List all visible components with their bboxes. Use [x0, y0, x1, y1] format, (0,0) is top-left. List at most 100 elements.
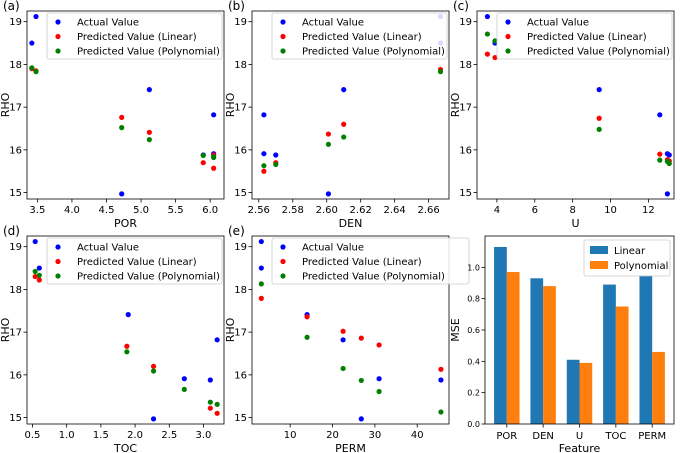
- y-tick-label: 17: [459, 103, 472, 114]
- y-axis-label: RHO: [0, 92, 12, 117]
- point-polynomial: [258, 281, 264, 287]
- y-tick-label: 1.0: [467, 263, 480, 272]
- x-tick-label: 0.5: [25, 430, 41, 441]
- x-tick-label: 40: [411, 430, 424, 441]
- bar-polynomial-den: [543, 286, 556, 424]
- y-tick-label: 0.0: [467, 420, 480, 429]
- y-tick-label: 0.8: [467, 295, 480, 304]
- point-polynomial: [32, 268, 38, 275]
- x-tick-label: 30: [368, 430, 381, 441]
- point-linear: [32, 273, 38, 280]
- x-tick-label: 10: [284, 430, 297, 441]
- y-tick-label: 0.2: [467, 389, 480, 398]
- panel-label: (c): [453, 0, 469, 13]
- legend-marker: [280, 258, 286, 265]
- point-linear: [596, 115, 602, 121]
- legend-label: Actual Value: [302, 243, 364, 254]
- point-linear: [211, 165, 217, 171]
- y-tick-label: 16: [9, 145, 22, 156]
- point-actual: [666, 152, 672, 158]
- legend-label: Predicted Value (Polynomial): [302, 272, 445, 283]
- point-polynomial: [273, 161, 279, 167]
- category-label: U: [576, 431, 583, 442]
- point-linear: [358, 335, 364, 341]
- y-axis-label: RHO: [224, 317, 237, 342]
- category-label: DEN: [532, 431, 554, 442]
- y-tick-label: 15: [234, 413, 247, 424]
- panel-d-toc-scatter: (d) 0.5 1.0 1.5 2.0 2.5 3.0 15 16 17 18 19 TOC RHO Act…: [0, 224, 225, 453]
- legend-marker: [280, 244, 286, 250]
- y-tick-label: 19: [234, 17, 247, 28]
- point-linear: [438, 366, 444, 372]
- point-polynomial: [207, 399, 213, 405]
- y-axis-label: RHO: [224, 92, 237, 117]
- y-tick-label: 15: [234, 188, 247, 199]
- point-polynomial: [437, 69, 444, 75]
- y-tick-label: 16: [459, 145, 472, 156]
- plot-frame: [484, 235, 675, 425]
- y-axis-label: MSE: [449, 318, 462, 341]
- legend-marker: [55, 19, 61, 25]
- x-tick-label: 2.64: [384, 205, 406, 216]
- y-tick-label: 18: [234, 60, 247, 71]
- legend-box: [46, 12, 223, 60]
- legend-marker: [505, 48, 511, 54]
- y-tick-label: 19: [234, 242, 247, 253]
- point-actual: [358, 416, 364, 422]
- point-actual: [125, 312, 131, 318]
- panel-f-mse-bar-chart: POR DEN U TOC PERM 0.0 0.2 0.4 0.6 0.8 1.0 Feature M…: [449, 235, 675, 453]
- x-tick-label: 2.5: [161, 430, 177, 441]
- legend-label: Actual Value: [527, 18, 589, 29]
- legend-marker: [55, 244, 61, 250]
- y-axis-label: RHO: [449, 92, 462, 117]
- y-tick-label: 18: [9, 285, 22, 296]
- legend-label: Actual Value: [77, 18, 139, 29]
- legend-label: Predicted Value (Polynomial): [527, 47, 670, 58]
- point-actual: [36, 265, 42, 271]
- legend-label: Predicted Value (Linear): [77, 32, 197, 43]
- y-tick-label: 19: [9, 17, 22, 28]
- y-tick-label: 18: [459, 60, 472, 71]
- point-actual: [340, 337, 346, 343]
- y-tick-label: 16: [9, 370, 22, 381]
- y-tick-label: 0.6: [467, 326, 480, 335]
- legend-label: Predicted Value (Polynomial): [77, 47, 220, 58]
- point-actual: [146, 87, 152, 93]
- x-axis-label: DEN: [339, 217, 363, 230]
- point-linear: [258, 295, 264, 301]
- point-linear: [207, 405, 213, 411]
- category-label: PERM: [638, 431, 666, 442]
- legend-box: [46, 237, 223, 285]
- x-tick-label: 2.60: [316, 205, 338, 216]
- legend: Actual Value Predicted Value (Linear) Pred…: [271, 12, 448, 60]
- point-linear: [484, 51, 491, 57]
- category-label: TOC: [604, 431, 626, 442]
- point-actual: [664, 191, 670, 197]
- point-polynomial: [492, 38, 498, 44]
- x-tick-label: 12: [642, 205, 655, 216]
- point-linear: [492, 54, 498, 61]
- point-polynomial: [261, 163, 267, 169]
- legend-box: [271, 12, 448, 60]
- point-polynomial: [124, 349, 130, 355]
- point-linear: [341, 121, 347, 127]
- point-linear: [325, 131, 332, 137]
- point-polynomial: [119, 125, 125, 131]
- point-actual: [214, 337, 220, 343]
- x-tick-label: 4.0: [64, 205, 80, 216]
- point-actual: [325, 191, 332, 197]
- point-polynomial: [657, 157, 663, 163]
- panel-b-den-scatter: (b) 2.56 2.58 2.60 2.62 2.64 2.66 15 16 17 18 19 DEN…: [224, 0, 450, 230]
- category-label: POR: [496, 431, 517, 442]
- legend-label: Predicted Value (Linear): [77, 257, 197, 268]
- bar-polynomial-por: [506, 272, 520, 424]
- x-axis-label: PERM: [335, 442, 366, 453]
- point-linear: [200, 160, 206, 166]
- legend-label: Predicted Value (Linear): [302, 257, 422, 268]
- legend-marker: [280, 48, 286, 54]
- panel-label: (e): [228, 224, 245, 238]
- panel-c-u-scatter: (c) 4 6 8 10 12 15 16 17 18 19 U RHO Actual Value Pred…: [449, 0, 675, 230]
- point-polynomial: [358, 377, 364, 384]
- legend-box: [271, 237, 470, 285]
- x-tick-label: 8: [569, 205, 575, 216]
